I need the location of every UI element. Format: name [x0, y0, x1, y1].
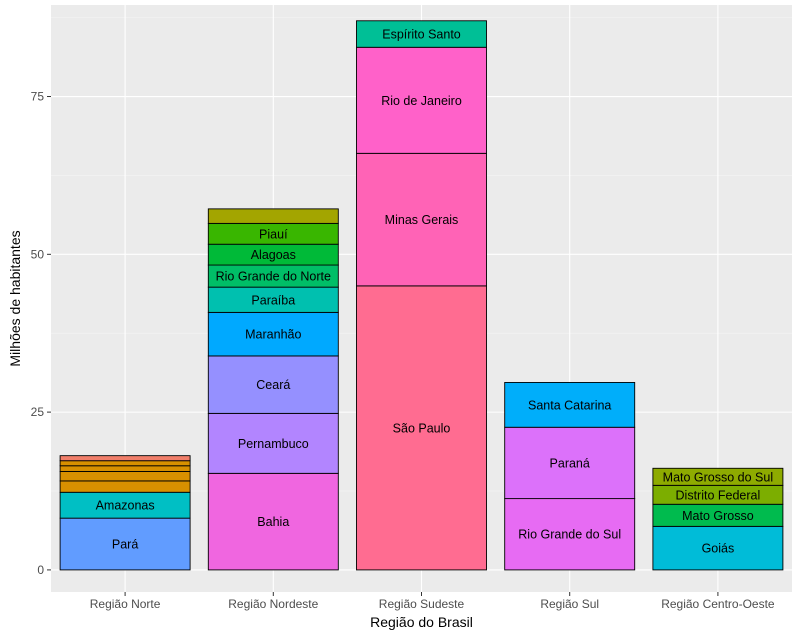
segment-label: Espírito Santo: [382, 28, 461, 42]
bar-segment: [59, 480, 191, 493]
bar-segment: [59, 460, 191, 467]
segment-label: Minas Gerais: [385, 213, 459, 227]
segment-label: Distrito Federal: [676, 488, 761, 502]
x-tick-label: Região Sudeste: [379, 597, 465, 611]
bar-segment: [356, 152, 487, 287]
y-tick-label: 50: [31, 247, 45, 261]
segment-label: Rio de Janeiro: [381, 94, 462, 108]
segment-label: Paraíba: [251, 293, 295, 307]
bar-segment: [59, 517, 191, 571]
x-tick-label: Região Centro-Oeste: [661, 597, 775, 611]
segment-label: Rio Grande do Sul: [518, 528, 621, 542]
bar-segment: [207, 208, 339, 224]
segment-label: Pernambuco: [238, 437, 309, 451]
bar-segment: [207, 472, 339, 571]
segment-label: Maranhão: [245, 328, 301, 342]
x-tick-label: Região Sul: [540, 597, 599, 611]
bar-segment: [504, 498, 636, 571]
segment-label: Mato Grosso: [682, 509, 754, 523]
bar-segment: [59, 465, 191, 472]
x-tick-label: Região Norte: [90, 597, 161, 611]
bar-segment: [504, 381, 636, 428]
segment-label: Rio Grande do Norte: [216, 270, 331, 284]
segment-label: Pará: [112, 538, 138, 552]
segment-label: Amazonas: [96, 499, 155, 513]
segment-label: São Paulo: [393, 421, 451, 435]
segment-label: Bahia: [257, 515, 289, 529]
bar-stack-1: Pará Amazonas: [59, 455, 191, 571]
bar-segment: [207, 311, 339, 357]
bar-segment: [356, 20, 487, 48]
bar-segment: [207, 412, 339, 474]
bar-segment: [652, 525, 784, 571]
bar-segment: [356, 46, 487, 154]
segment-label: Ceará: [256, 378, 290, 392]
segment-label: Goiás: [702, 542, 735, 556]
y-tick-label: 75: [31, 90, 45, 104]
bar-segment: [652, 467, 784, 486]
y-tick-label: 0: [37, 563, 44, 577]
bar-segment: [504, 426, 636, 500]
bar-stack-5: Goiás Mato Grosso Distrito Federal Mato Gro…: [652, 467, 784, 571]
bar-stack-3: São Paulo Minas Gerais Rio de Janeiro Espír…: [356, 20, 487, 571]
bar-stack-2: Bahia Pernambuco Ceará Maranhão Paraíba Rio G…: [207, 208, 339, 571]
bar-segment: [356, 285, 487, 571]
bar-segment: [207, 355, 339, 414]
segment-label: Santa Catarina: [528, 398, 611, 412]
y-tick-label: 25: [31, 405, 45, 419]
segment-label: Mato Grosso do Sul: [663, 470, 773, 484]
x-axis-title: Região do Brasil: [370, 614, 473, 630]
bar-segment: [59, 455, 191, 462]
segment-label: Piauí: [259, 227, 288, 241]
bar-segment: [59, 470, 191, 482]
x-tick-label: Região Nordeste: [228, 597, 318, 611]
segment-label: Paraná: [550, 456, 590, 470]
segment-label: Alagoas: [251, 248, 296, 262]
y-axis-title: Milhões de habitantes: [7, 230, 23, 366]
bar-segment: [59, 491, 191, 519]
bar-stack-4: Rio Grande do Sul Paraná Santa Catarina: [504, 381, 636, 571]
